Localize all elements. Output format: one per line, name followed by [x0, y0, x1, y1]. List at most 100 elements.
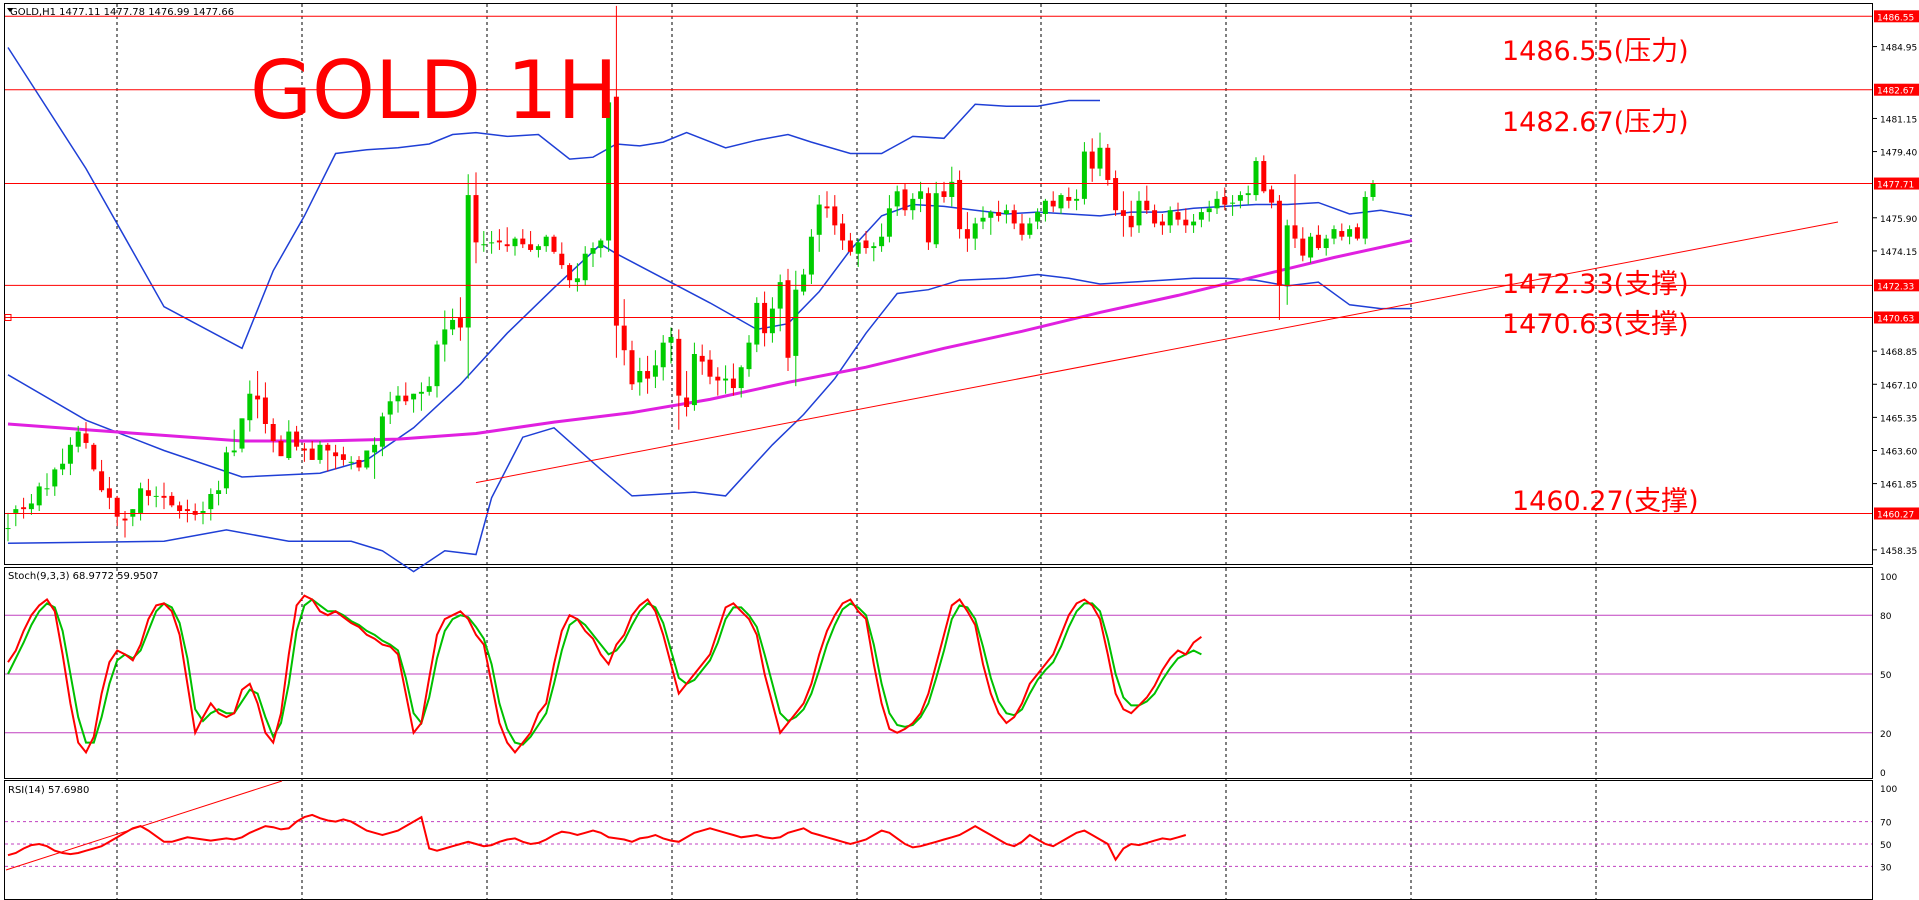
candle-body [286, 431, 292, 459]
price-tick-label: 1479.40 [1880, 149, 1917, 159]
candle [590, 242, 596, 267]
candle-body [1128, 215, 1134, 228]
dropdown-icon[interactable] [7, 8, 13, 12]
candle-body [481, 244, 487, 246]
price-tick-label: 1467.10 [1880, 381, 1917, 391]
candle-body [606, 102, 612, 241]
candle [99, 459, 105, 493]
candle-body [5, 528, 11, 530]
symbol-info: GOLD,H1 1477.11 1477.78 1476.99 1477.66 [10, 7, 234, 18]
candle-body [1003, 210, 1009, 214]
candle [372, 437, 378, 479]
candle-body [567, 265, 573, 281]
stoch-label: Stoch(9,3,3) 68.9772 59.9507 [8, 571, 159, 582]
candle [426, 376, 432, 396]
candle [840, 214, 846, 250]
candle-body [114, 497, 120, 517]
price-tick-label: 1484.95 [1880, 44, 1917, 54]
candle-body [1261, 161, 1267, 192]
candle-body [301, 448, 307, 451]
price-tag: 1477.71 [1874, 177, 1919, 191]
candle [364, 450, 370, 470]
candle-body [1183, 219, 1189, 226]
osc-tick-label: 100 [1880, 573, 1897, 583]
candle [317, 441, 323, 464]
candle [177, 501, 183, 519]
candle-body [1167, 210, 1173, 226]
price-tag-box [1874, 507, 1919, 520]
candle [637, 357, 643, 396]
candle-body [691, 354, 697, 406]
candle-body [457, 318, 463, 328]
candle-body [411, 393, 417, 400]
candle-body [855, 242, 861, 254]
candle-body [1308, 236, 1314, 258]
candle [247, 380, 253, 432]
candle [582, 246, 588, 286]
price-tick-label: 1474.15 [1880, 248, 1917, 258]
stoch-signal-line [7, 598, 1202, 746]
candle [730, 363, 736, 396]
candle [574, 263, 580, 292]
level-annotation: 1482.67(压力) [1502, 107, 1689, 138]
candle-body [551, 236, 557, 252]
candle-body [1300, 238, 1306, 256]
candle-body [1339, 231, 1345, 237]
candle-body [621, 325, 627, 351]
candle-body [231, 450, 237, 453]
price-chart [5, 5, 1839, 573]
candle-body [426, 386, 432, 392]
candle-body [847, 240, 853, 252]
candle-body [1074, 198, 1080, 201]
candle [1214, 191, 1220, 214]
candle-body [83, 433, 89, 443]
candle-body [957, 179, 963, 230]
candle [1074, 189, 1080, 211]
candle [949, 166, 955, 207]
candle-body [403, 395, 409, 402]
candle [333, 444, 339, 470]
candle-body [200, 511, 206, 513]
candle [832, 195, 838, 235]
candle-body [988, 212, 994, 218]
candle [699, 344, 705, 375]
candle-body [762, 302, 768, 334]
candle [411, 393, 417, 413]
candle [1035, 208, 1041, 230]
candle-body [1152, 210, 1158, 224]
candle [239, 418, 245, 453]
candle-body [1331, 229, 1337, 239]
candle [988, 210, 994, 235]
candle [21, 497, 27, 519]
candle-body [1035, 212, 1041, 222]
candle-body [1276, 200, 1282, 286]
candle-body [808, 236, 814, 275]
osc-tick-label: 100 [1880, 785, 1897, 795]
candle-body [863, 240, 869, 249]
candle-body [489, 242, 495, 244]
candle [325, 442, 331, 472]
candle [106, 476, 112, 510]
candle [231, 429, 237, 457]
candle [1120, 191, 1126, 237]
candle-body [122, 518, 128, 521]
candle [36, 482, 42, 512]
candle [1136, 191, 1142, 233]
candle-body [1323, 238, 1329, 249]
candle-body [933, 193, 939, 245]
candle [286, 420, 292, 460]
candle-body [379, 416, 385, 447]
candle [847, 232, 853, 256]
candle [130, 509, 136, 527]
candle [910, 193, 916, 220]
price-tag-box [1874, 177, 1919, 190]
price-tag-label: 1470.63 [1877, 314, 1914, 324]
candle [91, 442, 97, 472]
candle [1237, 191, 1243, 209]
candle-body [707, 359, 713, 377]
candle-body [598, 240, 604, 249]
candle-body [1347, 229, 1353, 237]
level-annotation: 1486.55(压力) [1502, 36, 1689, 67]
candle-body [715, 376, 721, 381]
candle [824, 191, 830, 218]
